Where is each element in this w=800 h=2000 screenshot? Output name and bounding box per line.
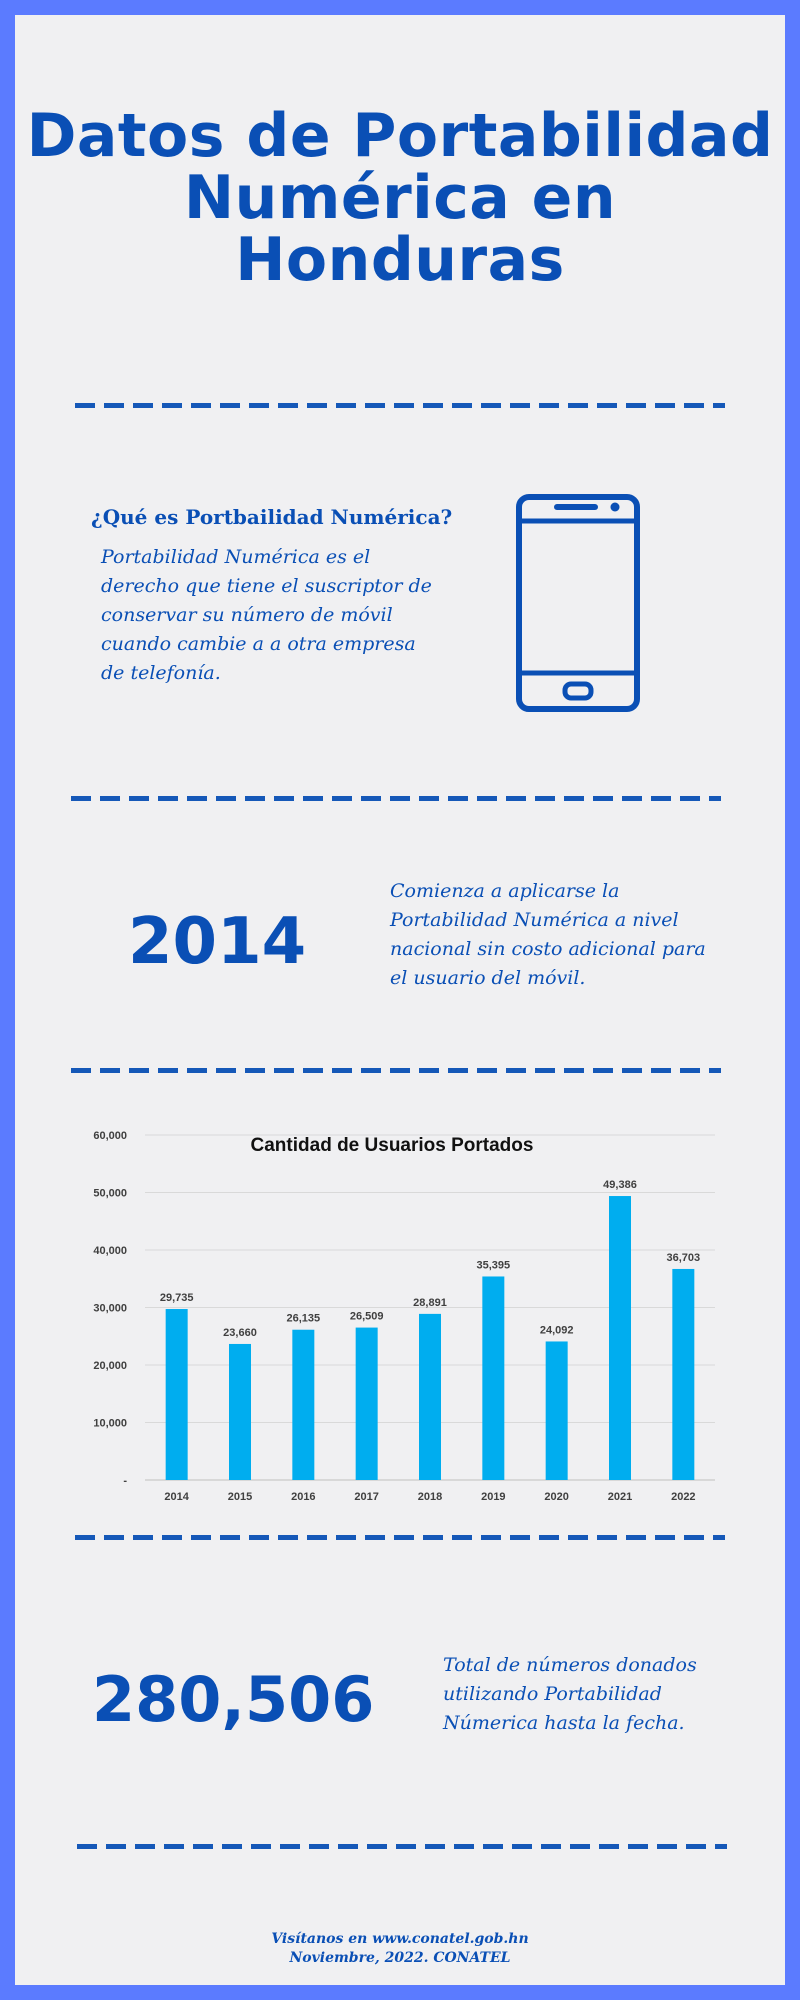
total-text: Total de números donados utilizando Port…: [443, 1651, 697, 1738]
x-tick-label: 2015: [228, 1491, 252, 1503]
footer-website: Visítanos en www.conatel.gob.hn: [271, 1931, 529, 1947]
divider-2: [71, 796, 721, 801]
data-label: 36,703: [667, 1252, 701, 1264]
x-tick-label: 2018: [418, 1491, 442, 1503]
total-line-1: Total de números donados: [443, 1654, 697, 1676]
question-heading: ¿Qué es Portbailidad Numérica?: [91, 505, 453, 529]
divider-4: [75, 1535, 725, 1540]
x-tick-label: 2020: [544, 1491, 568, 1503]
data-label: 28,891: [413, 1297, 447, 1309]
bar-2022: [672, 1268, 695, 1480]
data-label: 26,509: [350, 1311, 384, 1323]
total-line-2: utilizando Portabilidad: [443, 1683, 662, 1705]
data-label: 24,092: [540, 1324, 574, 1336]
title-line-2: Numérica en: [183, 163, 617, 233]
x-tick-label: 2019: [481, 1491, 505, 1503]
y-tick-label: 10,000: [93, 1418, 127, 1430]
milestone-line-4: el usuario del móvil.: [390, 967, 586, 989]
infographic-page: Datos de Portabilidad Numérica en Hondur…: [15, 15, 785, 1985]
bar-2018: [419, 1313, 441, 1480]
y-tick-label: 20,000: [93, 1360, 127, 1372]
x-tick-label: 2017: [354, 1491, 378, 1503]
definition-line-2: derecho que tiene el suscriptor de: [101, 575, 432, 597]
data-label: 29,735: [160, 1292, 194, 1304]
y-tick-label: 50,000: [93, 1188, 127, 1200]
milestone-text: Comienza a aplicarse la Portabilidad Num…: [390, 877, 706, 993]
title-line-3: Honduras: [235, 225, 565, 295]
footer-date: Noviembre, 2022. CONATEL: [289, 1950, 511, 1966]
y-tick-label: 60,000: [93, 1130, 127, 1142]
y-tick-label: 30,000: [93, 1303, 127, 1315]
data-label: 49,386: [603, 1179, 637, 1191]
definition-line-1: Portabilidad Numérica es el: [101, 546, 371, 568]
y-tick-label: -: [123, 1475, 127, 1487]
title-line-1: Datos de Portabilidad: [26, 101, 774, 171]
divider-1: [75, 403, 725, 408]
definition-text: Portabilidad Numérica es el derecho que …: [101, 543, 432, 688]
data-label: 23,660: [223, 1327, 257, 1339]
data-label: 35,395: [477, 1259, 511, 1271]
bar-2016: [292, 1329, 315, 1480]
bar-2019: [482, 1276, 505, 1480]
definition-line-4: cuando cambie a a otra empresa: [101, 633, 416, 655]
y-tick-label: 40,000: [93, 1245, 127, 1257]
users-ported-chart: - 10,000 20,000 30,000 40,000 50,000 60,000 29,…: [93, 1130, 715, 1503]
definition-line-3: conservar su número de móvil: [101, 604, 393, 626]
x-tick-label: 2016: [291, 1491, 315, 1503]
milestone-line-3: nacional sin costo adicional para: [390, 938, 706, 960]
page-title: Datos de Portabilidad Numérica en Hondur…: [15, 105, 785, 291]
bar-2014: [165, 1309, 188, 1480]
definition-line-5: de telefonía.: [101, 662, 221, 684]
bar-2021: [609, 1196, 631, 1480]
bar-2017: [355, 1327, 378, 1480]
milestone-year: 2014: [128, 905, 307, 979]
total-line-3: Númerica hasta la fecha.: [443, 1712, 685, 1734]
chart-title: Cantidad de Usuarios Portados: [251, 1135, 534, 1156]
milestone-line-2: Portabilidad Numérica a nivel: [390, 909, 679, 931]
total-count: 280,506: [92, 1663, 375, 1736]
x-tick-label: 2022: [671, 1491, 695, 1503]
divider-3: [71, 1068, 721, 1073]
divider-5: [77, 1844, 727, 1849]
milestone-line-1: Comienza a aplicarse la: [390, 880, 620, 902]
smartphone-icon: [516, 494, 640, 712]
footer: Visítanos en www.conatel.gob.hn Noviembr…: [15, 1930, 785, 1968]
bar-2015: [229, 1343, 251, 1480]
x-tick-label: 2021: [608, 1491, 632, 1503]
data-label: 26,135: [287, 1313, 321, 1325]
x-tick-label: 2014: [164, 1491, 189, 1503]
bar-2020: [545, 1341, 568, 1480]
